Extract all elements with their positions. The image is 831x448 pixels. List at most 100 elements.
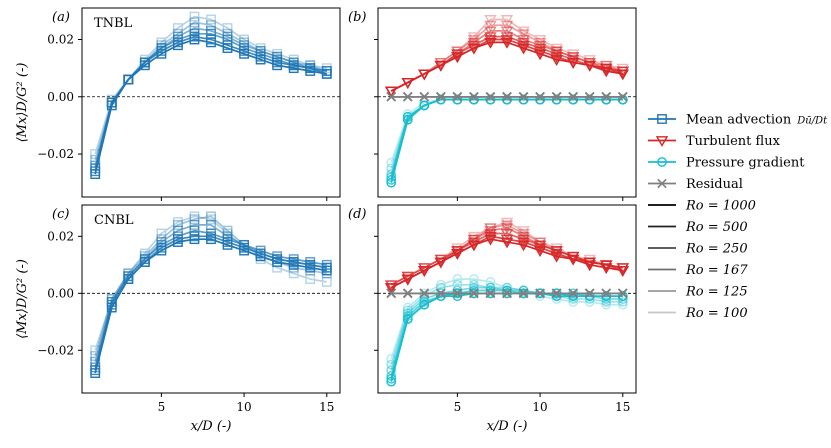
- data-point: [484, 223, 497, 235]
- ro-curve-6: [386, 288, 628, 299]
- data-point: [139, 57, 150, 68]
- data-point: [583, 55, 596, 66]
- data-point: [568, 94, 579, 105]
- data-point: [517, 229, 530, 240]
- data-point: [402, 109, 413, 119]
- ro-curve-4: [90, 23, 332, 171]
- x-tick-label: 15: [615, 400, 630, 414]
- data-point: [502, 285, 512, 296]
- data-point: [189, 231, 200, 242]
- data-point: [533, 37, 547, 49]
- data-point: [484, 223, 497, 235]
- series-line: [390, 292, 623, 382]
- x-tick-label: 5: [158, 400, 166, 414]
- data-point: [583, 257, 596, 269]
- data-point: [173, 28, 183, 39]
- data-point: [189, 220, 200, 230]
- data-point: [206, 220, 216, 230]
- data-point: [601, 92, 611, 102]
- data-point: [206, 20, 216, 31]
- data-point: [189, 225, 200, 236]
- legend-marker: [657, 178, 667, 189]
- data-point: [451, 49, 464, 61]
- data-point: [123, 271, 134, 282]
- data-point: [617, 94, 628, 105]
- data-point: [418, 263, 431, 275]
- data-point: [305, 60, 316, 71]
- ro-curve-5: [386, 92, 628, 102]
- data-point: [90, 356, 101, 367]
- data-point: [601, 296, 612, 307]
- data-point: [452, 94, 463, 105]
- data-point: [517, 26, 530, 38]
- data-point: [418, 263, 431, 275]
- legend-label: Ro = 125: [685, 285, 748, 300]
- data-point: [139, 57, 150, 68]
- data-point: [222, 23, 233, 33]
- data-point: [255, 46, 266, 56]
- data-point: [502, 94, 512, 105]
- data-point: [419, 100, 430, 111]
- ro-curve-1: [90, 234, 332, 378]
- data-point: [601, 94, 612, 105]
- ro-curve-4: [385, 223, 629, 292]
- data-point: [485, 94, 496, 105]
- data-point: [402, 111, 413, 122]
- data-point: [568, 296, 579, 307]
- legend-entry-ro-6: Ro = 100: [648, 306, 748, 321]
- data-point: [401, 271, 414, 283]
- data-point: [583, 254, 596, 266]
- data-point: [616, 63, 629, 75]
- data-point: [321, 63, 332, 74]
- data-point: [600, 60, 613, 72]
- data-point: [568, 94, 579, 105]
- data-point: [616, 66, 629, 78]
- data-point: [321, 268, 332, 279]
- data-point: [469, 94, 479, 105]
- legend-entry-ro-2: Ro = 500: [648, 220, 748, 235]
- data-point: [469, 94, 479, 105]
- data-point: [518, 285, 529, 296]
- series-line: [390, 98, 623, 178]
- panel-tag: (a): [52, 10, 70, 25]
- data-point: [239, 242, 249, 253]
- data-point: [601, 294, 612, 304]
- data-point: [402, 302, 413, 313]
- data-point: [222, 228, 233, 239]
- data-point: [584, 296, 595, 307]
- series-line: [390, 278, 623, 360]
- data-point: [551, 92, 562, 102]
- data-point: [386, 288, 396, 299]
- series-line: [390, 18, 623, 92]
- data-point: [173, 220, 183, 230]
- data-point: [451, 246, 464, 257]
- data-point: [616, 266, 629, 277]
- data-point: [403, 288, 413, 299]
- data-point: [469, 92, 479, 102]
- data-point: [584, 288, 595, 299]
- data-point: [435, 291, 446, 302]
- data-point: [551, 291, 562, 302]
- series-line: [94, 215, 327, 357]
- data-point: [305, 265, 316, 276]
- data-point: [419, 92, 430, 102]
- data-point: [139, 254, 150, 265]
- series-line: [390, 98, 623, 183]
- legend-label: Ro = 500: [685, 220, 748, 235]
- data-point: [551, 92, 562, 102]
- data-point: [566, 52, 580, 64]
- axes-frame: [81, 7, 341, 198]
- data-point: [517, 29, 530, 41]
- data-point: [618, 92, 628, 102]
- data-point: [601, 288, 611, 299]
- y-axis-label: ⟨Mx⟩D/G² (-): [15, 63, 30, 143]
- ro-curve-5: [90, 17, 332, 165]
- data-point: [386, 169, 397, 179]
- data-point: [469, 282, 479, 293]
- data-point: [451, 246, 464, 257]
- data-point: [484, 15, 497, 26]
- data-point: [272, 254, 283, 265]
- data-point: [434, 58, 448, 69]
- data-point: [533, 237, 547, 249]
